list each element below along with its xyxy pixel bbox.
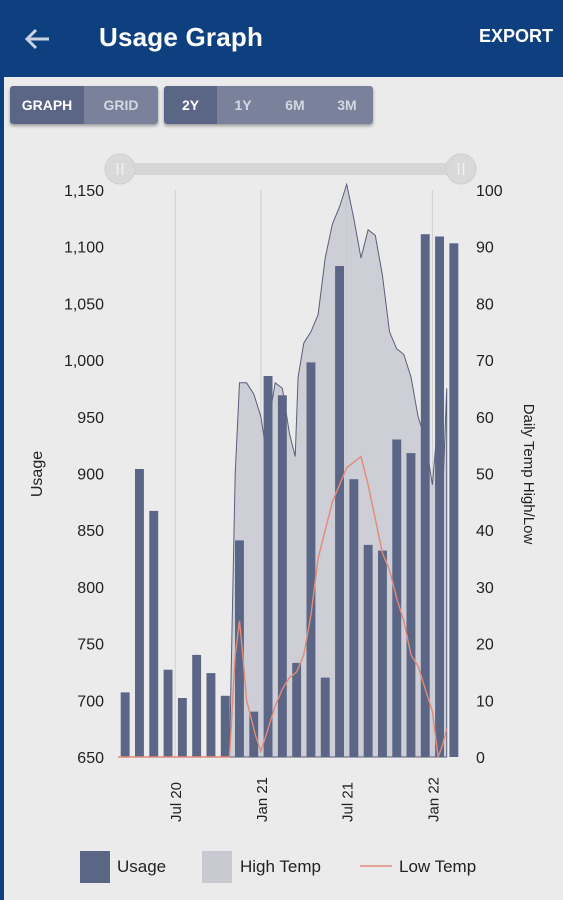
usage-bar[interactable]	[277, 395, 287, 757]
arrow-left-icon	[24, 28, 49, 50]
y2-axis-title: Daily Temp High/Low	[520, 404, 537, 545]
y-tick-label: 650	[77, 750, 104, 767]
usage-bar[interactable]	[449, 243, 459, 758]
legend-usage-label: Usage	[117, 857, 166, 876]
left-edge-accent	[0, 77, 4, 900]
usage-chart: 650 700 750 800 850 900 950 1,000 1,050 1,100 1,15…	[0, 140, 563, 900]
range-6m-button[interactable]: 6M	[269, 86, 321, 124]
y2-tick-label: 20	[476, 637, 494, 654]
legend-high-temp-swatch	[202, 851, 232, 883]
page-title: Usage Graph	[99, 22, 264, 52]
y-tick-label: 750	[77, 637, 104, 654]
y2-tick-label: 70	[476, 353, 494, 370]
y2-tick-label: 30	[476, 580, 494, 597]
export-button[interactable]: EXPORT	[478, 26, 553, 46]
y-axis-title: Usage	[29, 451, 46, 497]
app-header: Usage Graph EXPORT	[0, 0, 563, 77]
legend-high-temp-label: High Temp	[240, 857, 321, 876]
range-slider-start-handle[interactable]	[104, 153, 136, 185]
x-tick-label: Jan 21	[254, 777, 271, 822]
usage-bar[interactable]	[435, 236, 444, 758]
usage-bar[interactable]	[320, 677, 330, 757]
usage-bar[interactable]	[335, 266, 344, 757]
y-tick-label: 900	[77, 467, 104, 484]
usage-bar[interactable]	[149, 510, 159, 757]
usage-bar[interactable]	[292, 662, 302, 757]
y-tick-label: 1,050	[64, 296, 104, 313]
usage-bar[interactable]	[306, 362, 316, 757]
x-tick-label: Jul 20	[168, 782, 185, 822]
y-tick-label: 950	[77, 410, 104, 427]
y2-tick-label: 0	[476, 750, 485, 767]
usage-bar[interactable]	[235, 540, 244, 757]
x-tick-label: Jan 22	[425, 777, 442, 822]
range-2y-button[interactable]: 2Y	[164, 86, 217, 124]
y-tick-label: 850	[77, 523, 104, 540]
back-button[interactable]	[18, 22, 58, 56]
range-3m-button[interactable]: 3M	[321, 86, 373, 124]
x-tick-label: Jul 21	[340, 782, 357, 822]
y2-tick-label: 40	[476, 523, 494, 540]
y2-tick-label: 90	[476, 240, 494, 257]
usage-bar[interactable]	[120, 692, 130, 757]
y2-tick-label: 50	[476, 467, 494, 484]
range-slider-end-handle[interactable]	[445, 153, 477, 185]
range-toggle: 2Y 1Y 6M 3M	[164, 86, 373, 124]
y-tick-label: 1,100	[64, 240, 104, 257]
grid-view-button[interactable]: GRID	[84, 86, 158, 124]
y2-tick-label: 100	[476, 183, 503, 200]
y2-tick-label: 10	[476, 693, 494, 710]
graph-view-button[interactable]: GRAPH	[10, 86, 84, 124]
usage-chart-svg: 6507007508008509009501,0001,0501,1001,15…	[29, 153, 537, 883]
legend-low-temp-label: Low Temp	[399, 857, 476, 876]
y2-tick-label: 60	[476, 410, 494, 427]
usage-bar[interactable]	[349, 479, 359, 757]
y-tick-label: 700	[77, 693, 104, 710]
usage-bar[interactable]	[363, 544, 373, 757]
view-toggle: GRAPH GRID	[10, 86, 158, 124]
usage-bar[interactable]	[249, 711, 259, 757]
usage-bar[interactable]	[206, 673, 216, 757]
usage-bar[interactable]	[220, 695, 230, 757]
usage-bar[interactable]	[177, 698, 187, 757]
usage-bar[interactable]	[420, 234, 430, 757]
usage-bar[interactable]	[263, 376, 273, 757]
y-tick-label: 1,150	[64, 183, 104, 200]
usage-bar[interactable]	[378, 550, 387, 757]
low-temp-line	[118, 455, 448, 758]
usage-bar[interactable]	[163, 669, 173, 757]
usage-bar[interactable]	[406, 453, 416, 757]
usage-bar[interactable]	[135, 469, 144, 757]
range-1y-button[interactable]: 1Y	[217, 86, 269, 124]
y-tick-label: 1,000	[64, 353, 104, 370]
y2-tick-label: 80	[476, 296, 494, 313]
usage-bar[interactable]	[192, 654, 202, 757]
legend-usage-swatch	[80, 851, 110, 883]
y-tick-label: 800	[77, 580, 104, 597]
